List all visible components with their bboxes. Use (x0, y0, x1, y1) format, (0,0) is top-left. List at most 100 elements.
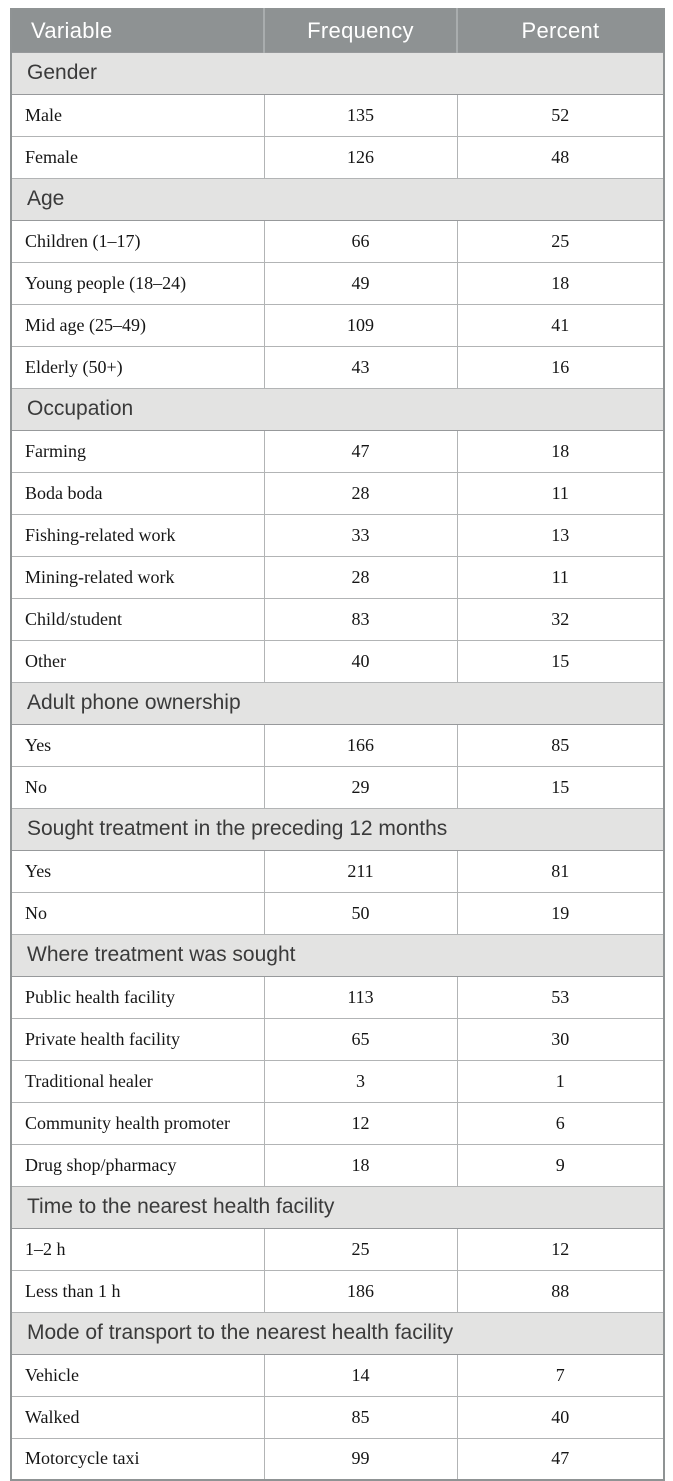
cell-percent: 32 (456, 597, 664, 641)
cell-frequency: 135 (263, 93, 457, 137)
cell-variable: Yes (11, 849, 264, 893)
section-header-row: Time to the nearest health facility (11, 1185, 664, 1229)
section-header-row: Age (11, 177, 664, 221)
cell-variable: Motorcycle taxi (11, 1437, 264, 1481)
section-title: Where treatment was sought (11, 933, 664, 977)
table-row: Mid age (25–49) 109 41 (11, 303, 664, 347)
cell-percent: 1 (456, 1059, 664, 1103)
cell-percent: 12 (456, 1227, 664, 1271)
cell-variable: Female (11, 135, 264, 179)
table-row: Motorcycle taxi 99 47 (11, 1437, 664, 1481)
table-row: Drug shop/pharmacy 18 9 (11, 1143, 664, 1187)
cell-variable: No (11, 891, 264, 935)
table-row: Vehicle 14 7 (11, 1353, 664, 1397)
cell-percent: 11 (456, 555, 664, 599)
cell-variable: Mid age (25–49) (11, 303, 264, 347)
cell-frequency: 99 (263, 1437, 457, 1481)
section-header-row: Where treatment was sought (11, 933, 664, 977)
table-row: Farming 47 18 (11, 429, 664, 473)
cell-percent: 15 (456, 639, 664, 683)
table-header: Variable Frequency Percent (11, 9, 664, 52)
table-row: Fishing-related work 33 13 (11, 513, 664, 557)
table-row: Walked 85 40 (11, 1395, 664, 1439)
table-row: No 50 19 (11, 891, 664, 935)
section-title: Time to the nearest health facility (11, 1185, 664, 1229)
table-row: Other 40 15 (11, 639, 664, 683)
cell-variable: Boda boda (11, 471, 264, 515)
cell-frequency: 28 (263, 555, 457, 599)
cell-variable: Farming (11, 429, 264, 473)
cell-percent: 85 (456, 723, 664, 767)
cell-frequency: 50 (263, 891, 457, 935)
cell-frequency: 43 (263, 345, 457, 389)
cell-percent: 47 (456, 1437, 664, 1481)
column-header-frequency: Frequency (263, 9, 457, 52)
cell-percent: 16 (456, 345, 664, 389)
cell-percent: 30 (456, 1017, 664, 1061)
cell-percent: 25 (456, 219, 664, 263)
demographics-table: Variable Frequency Percent Gender Male 135… (10, 8, 665, 1481)
cell-frequency: 109 (263, 303, 457, 347)
cell-frequency: 28 (263, 471, 457, 515)
section-header-row: Mode of transport to the nearest health … (11, 1311, 664, 1355)
cell-variable: Less than 1 h (11, 1269, 264, 1313)
section-header-row: Adult phone ownership (11, 681, 664, 725)
section-header-row: Occupation (11, 387, 664, 431)
section-title: Gender (11, 51, 664, 95)
table-row: Elderly (50+) 43 16 (11, 345, 664, 389)
table-row: 1–2 h 25 12 (11, 1227, 664, 1271)
table-row: Child/student 83 32 (11, 597, 664, 641)
cell-percent: 6 (456, 1101, 664, 1145)
column-header-percent: Percent (456, 9, 664, 52)
table-row: Male 135 52 (11, 93, 664, 137)
cell-frequency: 211 (263, 849, 457, 893)
cell-percent: 88 (456, 1269, 664, 1313)
cell-variable: Young people (18–24) (11, 261, 264, 305)
cell-percent: 18 (456, 429, 664, 473)
cell-variable: Drug shop/pharmacy (11, 1143, 264, 1187)
table-row: Yes 166 85 (11, 723, 664, 767)
cell-frequency: 29 (263, 765, 457, 809)
cell-variable: Traditional healer (11, 1059, 264, 1103)
section-title: Adult phone ownership (11, 681, 664, 725)
cell-frequency: 3 (263, 1059, 457, 1103)
table-row: Private health facility 65 30 (11, 1017, 664, 1061)
cell-percent: 7 (456, 1353, 664, 1397)
table-body: Gender Male 135 52 Female 126 48 Age Children (1… (11, 51, 664, 1481)
cell-frequency: 83 (263, 597, 457, 641)
cell-percent: 40 (456, 1395, 664, 1439)
cell-percent: 13 (456, 513, 664, 557)
section-title: Occupation (11, 387, 664, 431)
cell-frequency: 18 (263, 1143, 457, 1187)
cell-percent: 9 (456, 1143, 664, 1187)
table-row: Female 126 48 (11, 135, 664, 179)
cell-frequency: 113 (263, 975, 457, 1019)
cell-percent: 81 (456, 849, 664, 893)
cell-frequency: 126 (263, 135, 457, 179)
cell-variable: 1–2 h (11, 1227, 264, 1271)
cell-variable: Male (11, 93, 264, 137)
cell-frequency: 12 (263, 1101, 457, 1145)
table-row: Public health facility 113 53 (11, 975, 664, 1019)
cell-percent: 19 (456, 891, 664, 935)
cell-percent: 11 (456, 471, 664, 515)
cell-frequency: 49 (263, 261, 457, 305)
table-row: Yes 211 81 (11, 849, 664, 893)
cell-percent: 52 (456, 93, 664, 137)
cell-variable: No (11, 765, 264, 809)
header-row: Variable Frequency Percent (11, 9, 664, 52)
table-row: Children (1–17) 66 25 (11, 219, 664, 263)
cell-variable: Yes (11, 723, 264, 767)
cell-percent: 48 (456, 135, 664, 179)
table-row: Traditional healer 3 1 (11, 1059, 664, 1103)
cell-percent: 15 (456, 765, 664, 809)
table-row: Less than 1 h 186 88 (11, 1269, 664, 1313)
cell-variable: Walked (11, 1395, 264, 1439)
table-row: Young people (18–24) 49 18 (11, 261, 664, 305)
cell-frequency: 47 (263, 429, 457, 473)
column-header-variable: Variable (11, 9, 264, 52)
cell-percent: 41 (456, 303, 664, 347)
table-row: Community health promoter 12 6 (11, 1101, 664, 1145)
cell-frequency: 25 (263, 1227, 457, 1271)
table-row: No 29 15 (11, 765, 664, 809)
